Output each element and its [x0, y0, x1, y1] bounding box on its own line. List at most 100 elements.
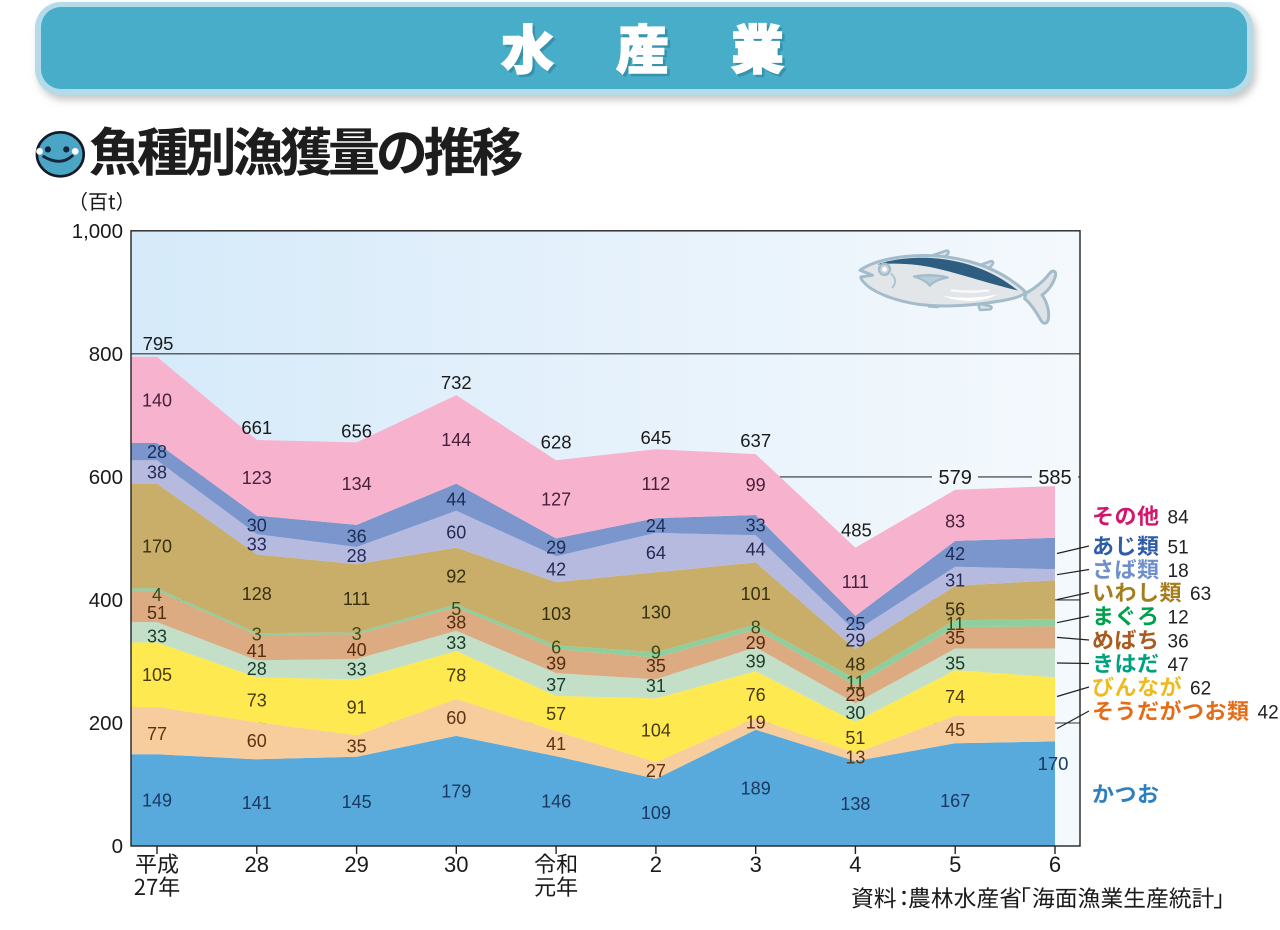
- svg-text:29: 29: [845, 631, 865, 651]
- svg-text:38: 38: [147, 462, 167, 482]
- svg-text:11: 11: [846, 672, 865, 692]
- svg-text:30: 30: [444, 852, 468, 877]
- svg-text:30: 30: [247, 515, 267, 535]
- svg-text:41: 41: [546, 734, 566, 754]
- svg-text:800: 800: [89, 343, 123, 366]
- svg-text:51: 51: [845, 728, 865, 748]
- svg-text:51: 51: [147, 603, 167, 623]
- svg-text:60: 60: [247, 731, 267, 751]
- svg-text:44: 44: [746, 539, 766, 559]
- svg-text:33: 33: [347, 660, 367, 680]
- svg-text:92: 92: [446, 566, 466, 586]
- svg-text:51: 51: [1168, 538, 1189, 559]
- svg-text:111: 111: [343, 589, 370, 609]
- svg-text:38: 38: [446, 612, 466, 632]
- svg-text:25: 25: [845, 614, 865, 634]
- svg-text:144: 144: [441, 430, 471, 450]
- svg-text:39: 39: [746, 652, 766, 672]
- svg-text:33: 33: [247, 535, 267, 555]
- svg-text:3: 3: [750, 852, 762, 877]
- svg-text:84: 84: [1168, 508, 1190, 529]
- svg-text:18: 18: [1168, 561, 1189, 582]
- svg-text:2: 2: [650, 852, 662, 877]
- svg-text:167: 167: [940, 791, 970, 811]
- svg-text:111: 111: [842, 572, 869, 592]
- svg-text:130: 130: [641, 603, 671, 623]
- svg-text:40: 40: [347, 640, 367, 660]
- svg-text:179: 179: [441, 781, 471, 801]
- svg-text:24: 24: [646, 516, 666, 536]
- svg-text:28: 28: [347, 546, 367, 566]
- svg-text:33: 33: [446, 633, 466, 653]
- svg-text:5: 5: [451, 599, 461, 619]
- svg-text:585: 585: [1038, 467, 1071, 489]
- svg-text:36: 36: [347, 526, 367, 546]
- svg-text:656: 656: [341, 420, 372, 441]
- svg-text:4: 4: [849, 852, 861, 877]
- svg-text:0: 0: [112, 835, 123, 858]
- svg-text:30: 30: [845, 703, 865, 723]
- svg-text:28: 28: [147, 442, 167, 462]
- svg-text:57: 57: [546, 704, 566, 724]
- svg-text:146: 146: [541, 792, 571, 812]
- svg-text:732: 732: [441, 372, 472, 393]
- svg-text:13: 13: [845, 748, 865, 768]
- svg-text:60: 60: [446, 523, 466, 543]
- svg-text:145: 145: [342, 792, 372, 812]
- svg-text:105: 105: [142, 665, 172, 685]
- svg-text:140: 140: [142, 390, 172, 410]
- svg-text:42: 42: [546, 560, 566, 580]
- svg-text:29: 29: [845, 685, 865, 705]
- svg-text:74: 74: [945, 687, 965, 707]
- svg-text:33: 33: [746, 516, 766, 536]
- svg-text:103: 103: [541, 604, 571, 624]
- svg-text:8: 8: [751, 617, 761, 637]
- svg-text:128: 128: [242, 584, 272, 604]
- svg-text:48: 48: [845, 654, 865, 674]
- svg-text:33: 33: [147, 627, 167, 647]
- svg-text:31: 31: [646, 676, 666, 696]
- svg-text:795: 795: [143, 333, 174, 354]
- svg-text:5: 5: [949, 852, 961, 877]
- svg-text:35: 35: [646, 656, 666, 676]
- svg-text:76: 76: [746, 685, 766, 705]
- svg-text:62: 62: [1190, 679, 1211, 700]
- svg-text:77: 77: [147, 724, 167, 744]
- svg-text:60: 60: [446, 708, 466, 728]
- svg-text:645: 645: [640, 427, 671, 448]
- svg-text:42: 42: [945, 544, 965, 564]
- svg-text:11: 11: [946, 614, 965, 634]
- svg-text:37: 37: [546, 675, 566, 695]
- svg-text:35: 35: [945, 628, 965, 648]
- svg-text:200: 200: [89, 712, 123, 735]
- svg-text:149: 149: [142, 791, 172, 811]
- svg-text:12: 12: [1168, 608, 1189, 629]
- svg-text:134: 134: [342, 474, 372, 494]
- svg-text:4: 4: [152, 585, 162, 605]
- svg-text:661: 661: [241, 417, 272, 438]
- svg-text:628: 628: [541, 431, 572, 452]
- svg-text:41: 41: [247, 641, 267, 661]
- svg-text:101: 101: [741, 584, 771, 604]
- svg-text:78: 78: [446, 665, 466, 685]
- svg-text:400: 400: [89, 589, 123, 612]
- svg-text:579: 579: [939, 467, 972, 489]
- svg-text:73: 73: [247, 690, 267, 710]
- svg-text:39: 39: [546, 654, 566, 674]
- svg-text:28: 28: [245, 852, 269, 877]
- svg-text:1,000: 1,000: [72, 220, 123, 243]
- svg-text:91: 91: [347, 698, 367, 718]
- svg-text:6: 6: [551, 638, 561, 658]
- svg-text:123: 123: [242, 468, 272, 488]
- svg-text:45: 45: [945, 720, 965, 740]
- svg-text:170: 170: [142, 536, 172, 556]
- svg-text:109: 109: [641, 803, 671, 823]
- svg-text:104: 104: [641, 721, 671, 741]
- svg-text:63: 63: [1190, 584, 1211, 605]
- svg-text:56: 56: [945, 599, 965, 619]
- svg-text:99: 99: [746, 475, 766, 495]
- svg-text:29: 29: [546, 538, 566, 558]
- svg-text:3: 3: [352, 624, 362, 644]
- svg-text:19: 19: [746, 712, 766, 732]
- svg-text:127: 127: [541, 490, 571, 510]
